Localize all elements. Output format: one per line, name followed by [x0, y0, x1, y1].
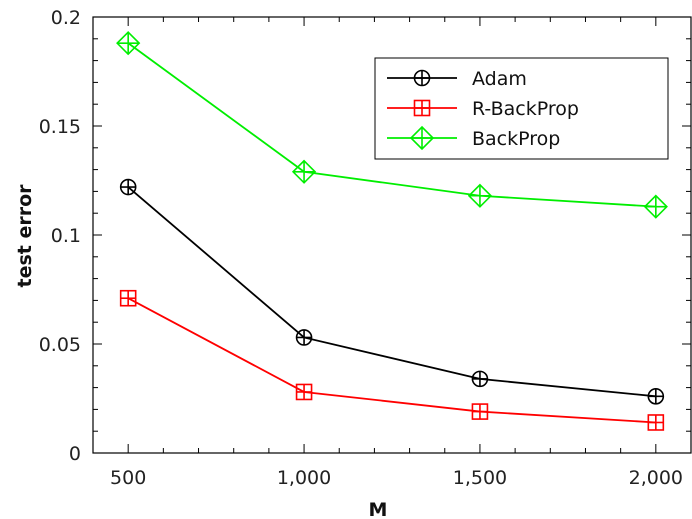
data-point-r-backprop	[647, 414, 665, 431]
series-line-adam	[127, 186, 656, 398]
series-group	[116, 31, 668, 431]
legend-label: Adam	[472, 68, 527, 90]
series-r-backprop	[119, 289, 665, 431]
data-point-backprop	[643, 194, 668, 219]
axis-ticks	[92, 16, 692, 454]
data-point-adam	[119, 178, 137, 196]
y-axis-title: test error	[14, 184, 36, 288]
legend-item-adam: Adam	[387, 68, 527, 90]
x-tick-label: 500	[110, 467, 146, 489]
x-tick-label: 1,000	[277, 467, 331, 489]
series-line-backprop	[127, 42, 656, 208]
y-tick-label: 0.15	[39, 116, 81, 138]
legend: Adam R-BackProp BackProp	[374, 57, 669, 160]
legend-label: R-BackProp	[472, 98, 579, 120]
x-tick-label: 2,000	[629, 467, 683, 489]
data-point-adam	[471, 370, 489, 388]
legend-label: BackProp	[472, 128, 560, 150]
x-axis-title: M	[369, 499, 388, 519]
y-tick-label: 0.1	[51, 225, 81, 247]
y-tick-label: 0.05	[39, 334, 81, 356]
tick-labels: 0 0.05 0.1 0.15 0.2 500 1,000 1,500 2,000	[39, 7, 683, 489]
y-tick-label: 0.2	[51, 7, 81, 29]
data-point-r-backprop	[119, 289, 137, 307]
data-point-backprop	[467, 183, 493, 208]
legend-marker	[413, 69, 431, 87]
data-point-r-backprop	[471, 403, 489, 420]
series-adam	[119, 178, 665, 405]
legend-item-r-backprop: R-BackProp	[387, 98, 579, 120]
data-point-adam	[647, 388, 665, 405]
series-backprop	[116, 31, 668, 219]
x-tick-label: 1,500	[453, 467, 507, 489]
legend-marker	[409, 125, 435, 151]
series-line-r-backprop	[127, 297, 656, 424]
data-point-adam	[295, 329, 313, 346]
y-tick-label: 0	[69, 443, 81, 465]
data-point-backprop	[291, 159, 317, 184]
legend-marker	[413, 99, 431, 117]
data-point-r-backprop	[295, 383, 313, 401]
data-point-backprop	[116, 31, 141, 56]
legend-item-backprop: BackProp	[387, 125, 560, 151]
